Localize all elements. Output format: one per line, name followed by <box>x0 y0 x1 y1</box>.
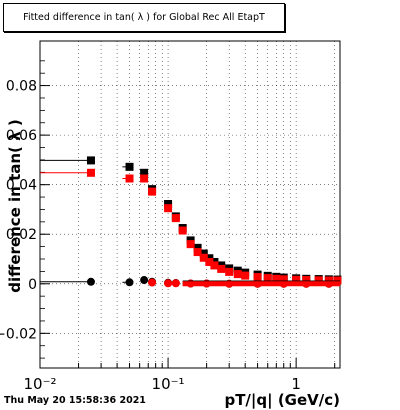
data-point-square <box>125 162 134 171</box>
y-axis-label: difference in tan( λ ) <box>6 119 24 292</box>
data-point-square <box>140 174 149 183</box>
axis-ticks <box>39 60 336 368</box>
data-point-square <box>210 261 219 270</box>
x-tick-label: 1 <box>291 375 301 393</box>
data-point-square <box>125 174 134 183</box>
y-tick-label: 0.06 <box>6 128 37 144</box>
y-tick-label: 0.04 <box>6 178 37 194</box>
datestamp: Thu May 20 15:58:36 2021 <box>4 395 146 406</box>
data-point-square <box>193 248 202 257</box>
x-axis-label: pT/|q| (GeV/c) <box>224 391 340 410</box>
data-point-square <box>241 271 250 280</box>
y-tick-label: 0.02 <box>6 227 37 243</box>
data-point-circle <box>171 279 180 288</box>
data-point-square <box>171 214 180 223</box>
tick-labels: −0.02 0 0.02 0.04 0.06 0.08 10⁻² 10⁻¹ 1 <box>0 79 301 393</box>
data-point-square <box>164 204 173 213</box>
data-point-square <box>186 240 195 249</box>
y-tick-label: 0.08 <box>6 79 37 95</box>
data-point-square <box>86 168 95 177</box>
data-point-square <box>205 257 214 266</box>
data-point-square <box>86 156 95 165</box>
y-tick-label: 0 <box>28 277 37 293</box>
plot-frame <box>39 40 341 369</box>
data-point-square <box>292 275 301 284</box>
data-point-square <box>263 274 272 283</box>
data-point-square <box>217 264 226 273</box>
data-point-circle <box>86 277 95 286</box>
data-point-square <box>164 200 173 209</box>
data-point-circle <box>125 278 134 287</box>
data-point-square <box>225 267 234 276</box>
data-point-square <box>199 253 208 262</box>
chart-title: Fitted difference in tan( λ ) for Global… <box>3 3 285 32</box>
grid-lines <box>39 41 340 368</box>
data-point-square <box>199 249 208 258</box>
data-point-square <box>253 273 262 282</box>
data-point-square <box>272 274 281 283</box>
data-point-square <box>140 168 149 177</box>
data-point-square <box>148 187 157 196</box>
data-point-circle <box>148 278 157 287</box>
data-point-square <box>233 270 242 279</box>
data-point-square <box>178 226 187 235</box>
x-tick-label: 10⁻² <box>23 375 56 393</box>
y-tick-label: −0.02 <box>0 326 37 342</box>
data-point-square <box>193 243 202 252</box>
data-point-circle <box>164 279 173 288</box>
data-point-square <box>279 275 288 284</box>
data-point-circle <box>140 276 149 285</box>
data-marks <box>40 156 342 288</box>
data-point-square <box>314 276 323 285</box>
x-tick-label: 10⁻¹ <box>152 375 185 393</box>
